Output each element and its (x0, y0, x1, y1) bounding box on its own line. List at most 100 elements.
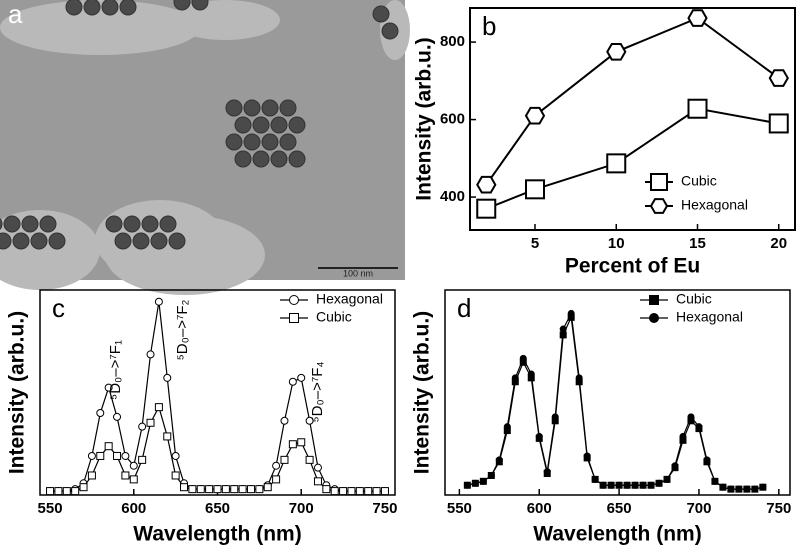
marker (599, 481, 607, 489)
nanoparticle (261, 133, 279, 151)
marker (567, 309, 575, 317)
marker (313, 477, 322, 486)
marker (289, 313, 299, 323)
annotation: ⁵D₀–>⁷F₂ (174, 299, 191, 360)
y-axis-title: Intensity (arb.u.) (413, 37, 436, 200)
marker (104, 383, 113, 392)
marker (623, 481, 631, 489)
annotation: ⁵D₀–>⁷F₁ (107, 340, 124, 400)
legend-label: Cubic (681, 173, 717, 189)
marker (751, 485, 759, 493)
marker (96, 409, 105, 417)
marker (188, 485, 197, 494)
panel-label: b (482, 11, 496, 41)
series-line (50, 405, 385, 492)
x-tick-label: 700 (686, 500, 711, 517)
series-line (467, 311, 763, 490)
legend-label: Hexagonal (681, 197, 748, 213)
marker (727, 485, 735, 493)
legend-label: Cubic (316, 309, 352, 325)
nanoparticle (3, 215, 21, 233)
marker (519, 354, 527, 362)
marker (87, 451, 96, 460)
marker (647, 481, 655, 489)
plot-frame (444, 289, 791, 496)
nanoparticle (225, 99, 243, 117)
marker (146, 350, 155, 359)
nanoparticle (372, 5, 390, 23)
nanoparticle (114, 232, 132, 250)
nanoparticle (191, 0, 209, 11)
marker (719, 483, 727, 491)
marker (71, 487, 80, 496)
x-tick-label: 600 (527, 500, 552, 517)
marker (246, 485, 255, 494)
marker (238, 485, 247, 494)
nanoparticle (279, 99, 297, 117)
panel-label: a (8, 0, 23, 29)
nanoparticle (141, 215, 159, 233)
x-axis-title: Percent of Eu (565, 255, 700, 278)
marker (205, 485, 214, 494)
marker (154, 297, 163, 306)
marker (559, 325, 567, 333)
marker (355, 487, 364, 496)
marker (479, 477, 487, 485)
nanoparticle (270, 150, 288, 168)
marker (272, 475, 281, 484)
x-tick-label: 15 (689, 235, 706, 252)
marker (113, 412, 122, 421)
marker (129, 475, 138, 484)
marker (104, 442, 113, 451)
marker (476, 175, 497, 194)
marker (272, 461, 281, 470)
x-tick-label: 700 (289, 500, 314, 517)
marker (322, 485, 331, 494)
marker (759, 483, 767, 491)
marker (154, 403, 163, 412)
marker (54, 487, 63, 496)
marker (649, 295, 659, 305)
marker (138, 422, 147, 431)
marker (289, 295, 299, 305)
nanoparticle (12, 232, 30, 250)
marker (171, 451, 180, 460)
marker (280, 416, 289, 425)
marker (255, 485, 264, 494)
y-axis-title: Intensity (arb.u.) (6, 311, 29, 474)
nanoparticle (48, 232, 66, 250)
legend-label: Hexagonal (316, 291, 383, 307)
marker (687, 98, 708, 119)
x-tick-label: 10 (608, 235, 625, 252)
nanoparticle (288, 116, 306, 134)
marker (364, 487, 373, 496)
marker (372, 487, 381, 496)
marker (113, 451, 122, 460)
legend-label: Hexagonal (676, 309, 743, 325)
series-line (50, 301, 385, 492)
marker (297, 438, 306, 447)
marker (495, 456, 503, 464)
nanoparticle (234, 116, 252, 134)
scale-bar-label: 100 nm (343, 268, 373, 278)
marker (138, 455, 147, 464)
marker (703, 456, 711, 464)
nanoparticle (252, 116, 270, 134)
x-tick-label: 550 (447, 500, 472, 517)
marker (471, 479, 479, 487)
marker (649, 313, 659, 323)
legend-label: Cubic (676, 291, 712, 307)
marker (503, 423, 511, 431)
marker (163, 432, 172, 441)
nanoparticle (132, 232, 150, 250)
marker (583, 452, 591, 460)
marker (711, 477, 719, 485)
nanoparticle (105, 215, 123, 233)
marker (305, 455, 314, 464)
marker (347, 487, 356, 496)
marker (543, 468, 551, 476)
marker (463, 481, 471, 489)
nanoparticle (279, 133, 297, 151)
marker (196, 485, 205, 494)
marker (671, 462, 679, 470)
